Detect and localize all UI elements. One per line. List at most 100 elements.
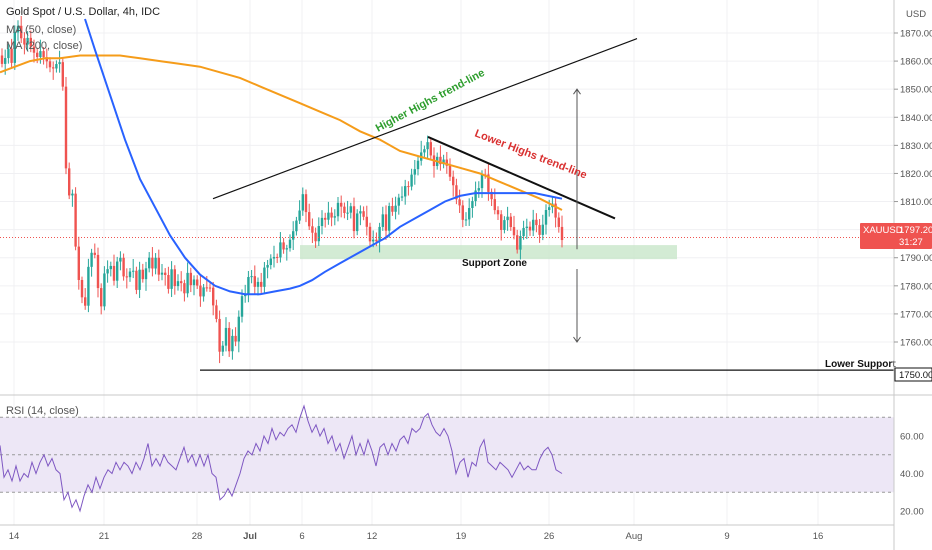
candle-body	[0, 55, 4, 64]
candle-body	[349, 206, 352, 213]
price-tick-label: 1870.00	[900, 29, 932, 40]
candle-body	[71, 193, 74, 196]
time-tick-label: Aug	[626, 531, 643, 542]
lower-support-price: 1750.00	[899, 370, 932, 381]
candle-body	[48, 61, 52, 68]
candle-body	[260, 281, 263, 287]
candle-body	[29, 37, 32, 47]
candle-body	[132, 270, 135, 272]
candle-body	[13, 32, 16, 63]
time-tick-label: Jul	[243, 531, 257, 542]
price-tick-label: 1780.00	[900, 281, 932, 292]
candle-body	[151, 257, 154, 269]
candle-body	[477, 188, 480, 191]
time-tick-label: 14	[9, 531, 20, 542]
candle-body	[509, 216, 512, 228]
candle-body	[429, 142, 432, 156]
candle-body	[138, 269, 141, 290]
candle-body	[346, 212, 349, 214]
chart-title[interactable]: Gold Spot / U.S. Dollar, 4h, IDC	[6, 6, 161, 18]
candle-body	[336, 202, 340, 217]
candle-body	[391, 206, 394, 212]
candle-body	[352, 206, 356, 232]
lower-highs-trendline[interactable]	[427, 136, 616, 220]
candle-body	[23, 38, 26, 45]
candle-body	[522, 227, 525, 237]
candle-body	[413, 169, 416, 175]
time-axis[interactable]: 14 21 28 Jul 6 12 19 26 Aug 9 16	[9, 531, 824, 542]
candle-body	[26, 37, 29, 45]
candle-body	[404, 186, 407, 197]
candle-body	[317, 226, 320, 242]
candle-body	[202, 287, 205, 297]
candle-body	[282, 242, 285, 250]
candle-body	[407, 186, 410, 188]
candle-body	[490, 191, 493, 200]
candle-body	[228, 327, 231, 352]
candle-body	[538, 225, 541, 235]
candle-body	[90, 252, 93, 267]
candle-body	[212, 287, 215, 306]
candle-body	[154, 257, 157, 269]
candle-body	[109, 265, 112, 270]
ma200-legend[interactable]: MA (200, close)	[6, 40, 83, 52]
ma50-legend[interactable]: MA (50, close)	[6, 24, 77, 36]
candle-body	[532, 219, 535, 231]
candle-body	[362, 211, 365, 217]
price-tick-label: 1810.00	[900, 197, 932, 208]
lower-support-price-tag: 1750.00	[894, 367, 932, 382]
candle-body	[397, 197, 400, 206]
candle-body	[221, 345, 224, 352]
candle-body	[106, 269, 109, 274]
candle-body	[96, 254, 100, 289]
candle-body	[452, 176, 455, 186]
candle-body	[231, 335, 234, 352]
candle-body	[183, 283, 186, 294]
candle-body	[122, 257, 125, 277]
candle-body	[64, 86, 68, 169]
candle-body	[224, 327, 228, 346]
candle-body	[535, 219, 538, 226]
upside-arrow-head	[573, 88, 581, 95]
candle-body	[464, 219, 468, 221]
candle-body	[557, 217, 560, 227]
candle-body	[528, 226, 532, 231]
candle-body	[541, 224, 544, 235]
rsi-tick-label: 20.00	[900, 507, 924, 518]
symbol-label: XAUUSD	[863, 225, 903, 236]
candle-body	[157, 257, 160, 275]
candle-body	[116, 261, 119, 281]
candle-body	[560, 226, 564, 241]
candle-body	[426, 142, 429, 150]
candle-body	[119, 257, 122, 262]
candle-body	[372, 239, 375, 242]
price-tick-label: 1830.00	[900, 141, 932, 152]
price-tick-label: 1760.00	[900, 338, 932, 349]
candle-body	[170, 269, 173, 289]
candle-body	[375, 239, 378, 242]
candle-body	[128, 271, 132, 278]
candlestick-series	[0, 15, 860, 364]
candle-body	[448, 165, 452, 177]
rsi-legend[interactable]: RSI (14, close)	[6, 405, 79, 417]
candle-body	[237, 316, 240, 342]
price-tick-label: 1860.00	[900, 57, 932, 68]
candle-body	[164, 272, 167, 276]
candle-body	[42, 51, 45, 58]
candle-body	[356, 213, 359, 232]
rsi-axis[interactable]: 60.00 40.00 20.00	[900, 432, 924, 518]
price-tick-label: 1840.00	[900, 113, 932, 124]
candle-body	[458, 199, 461, 206]
candle-body	[554, 203, 557, 218]
higher-highs-trendline[interactable]	[212, 38, 638, 200]
lower-support-label: Lower Support	[825, 359, 896, 370]
candle-body	[196, 279, 199, 286]
candle-body	[279, 242, 282, 258]
candle-body	[394, 205, 397, 212]
candle-body	[93, 252, 96, 255]
price-axis[interactable]: 1870.00 1860.00 1850.00 1840.00 1830.00 1820.…	[894, 29, 932, 349]
candle-body	[263, 267, 266, 287]
price-tick-label: 1850.00	[900, 85, 932, 96]
candle-body	[400, 196, 404, 198]
